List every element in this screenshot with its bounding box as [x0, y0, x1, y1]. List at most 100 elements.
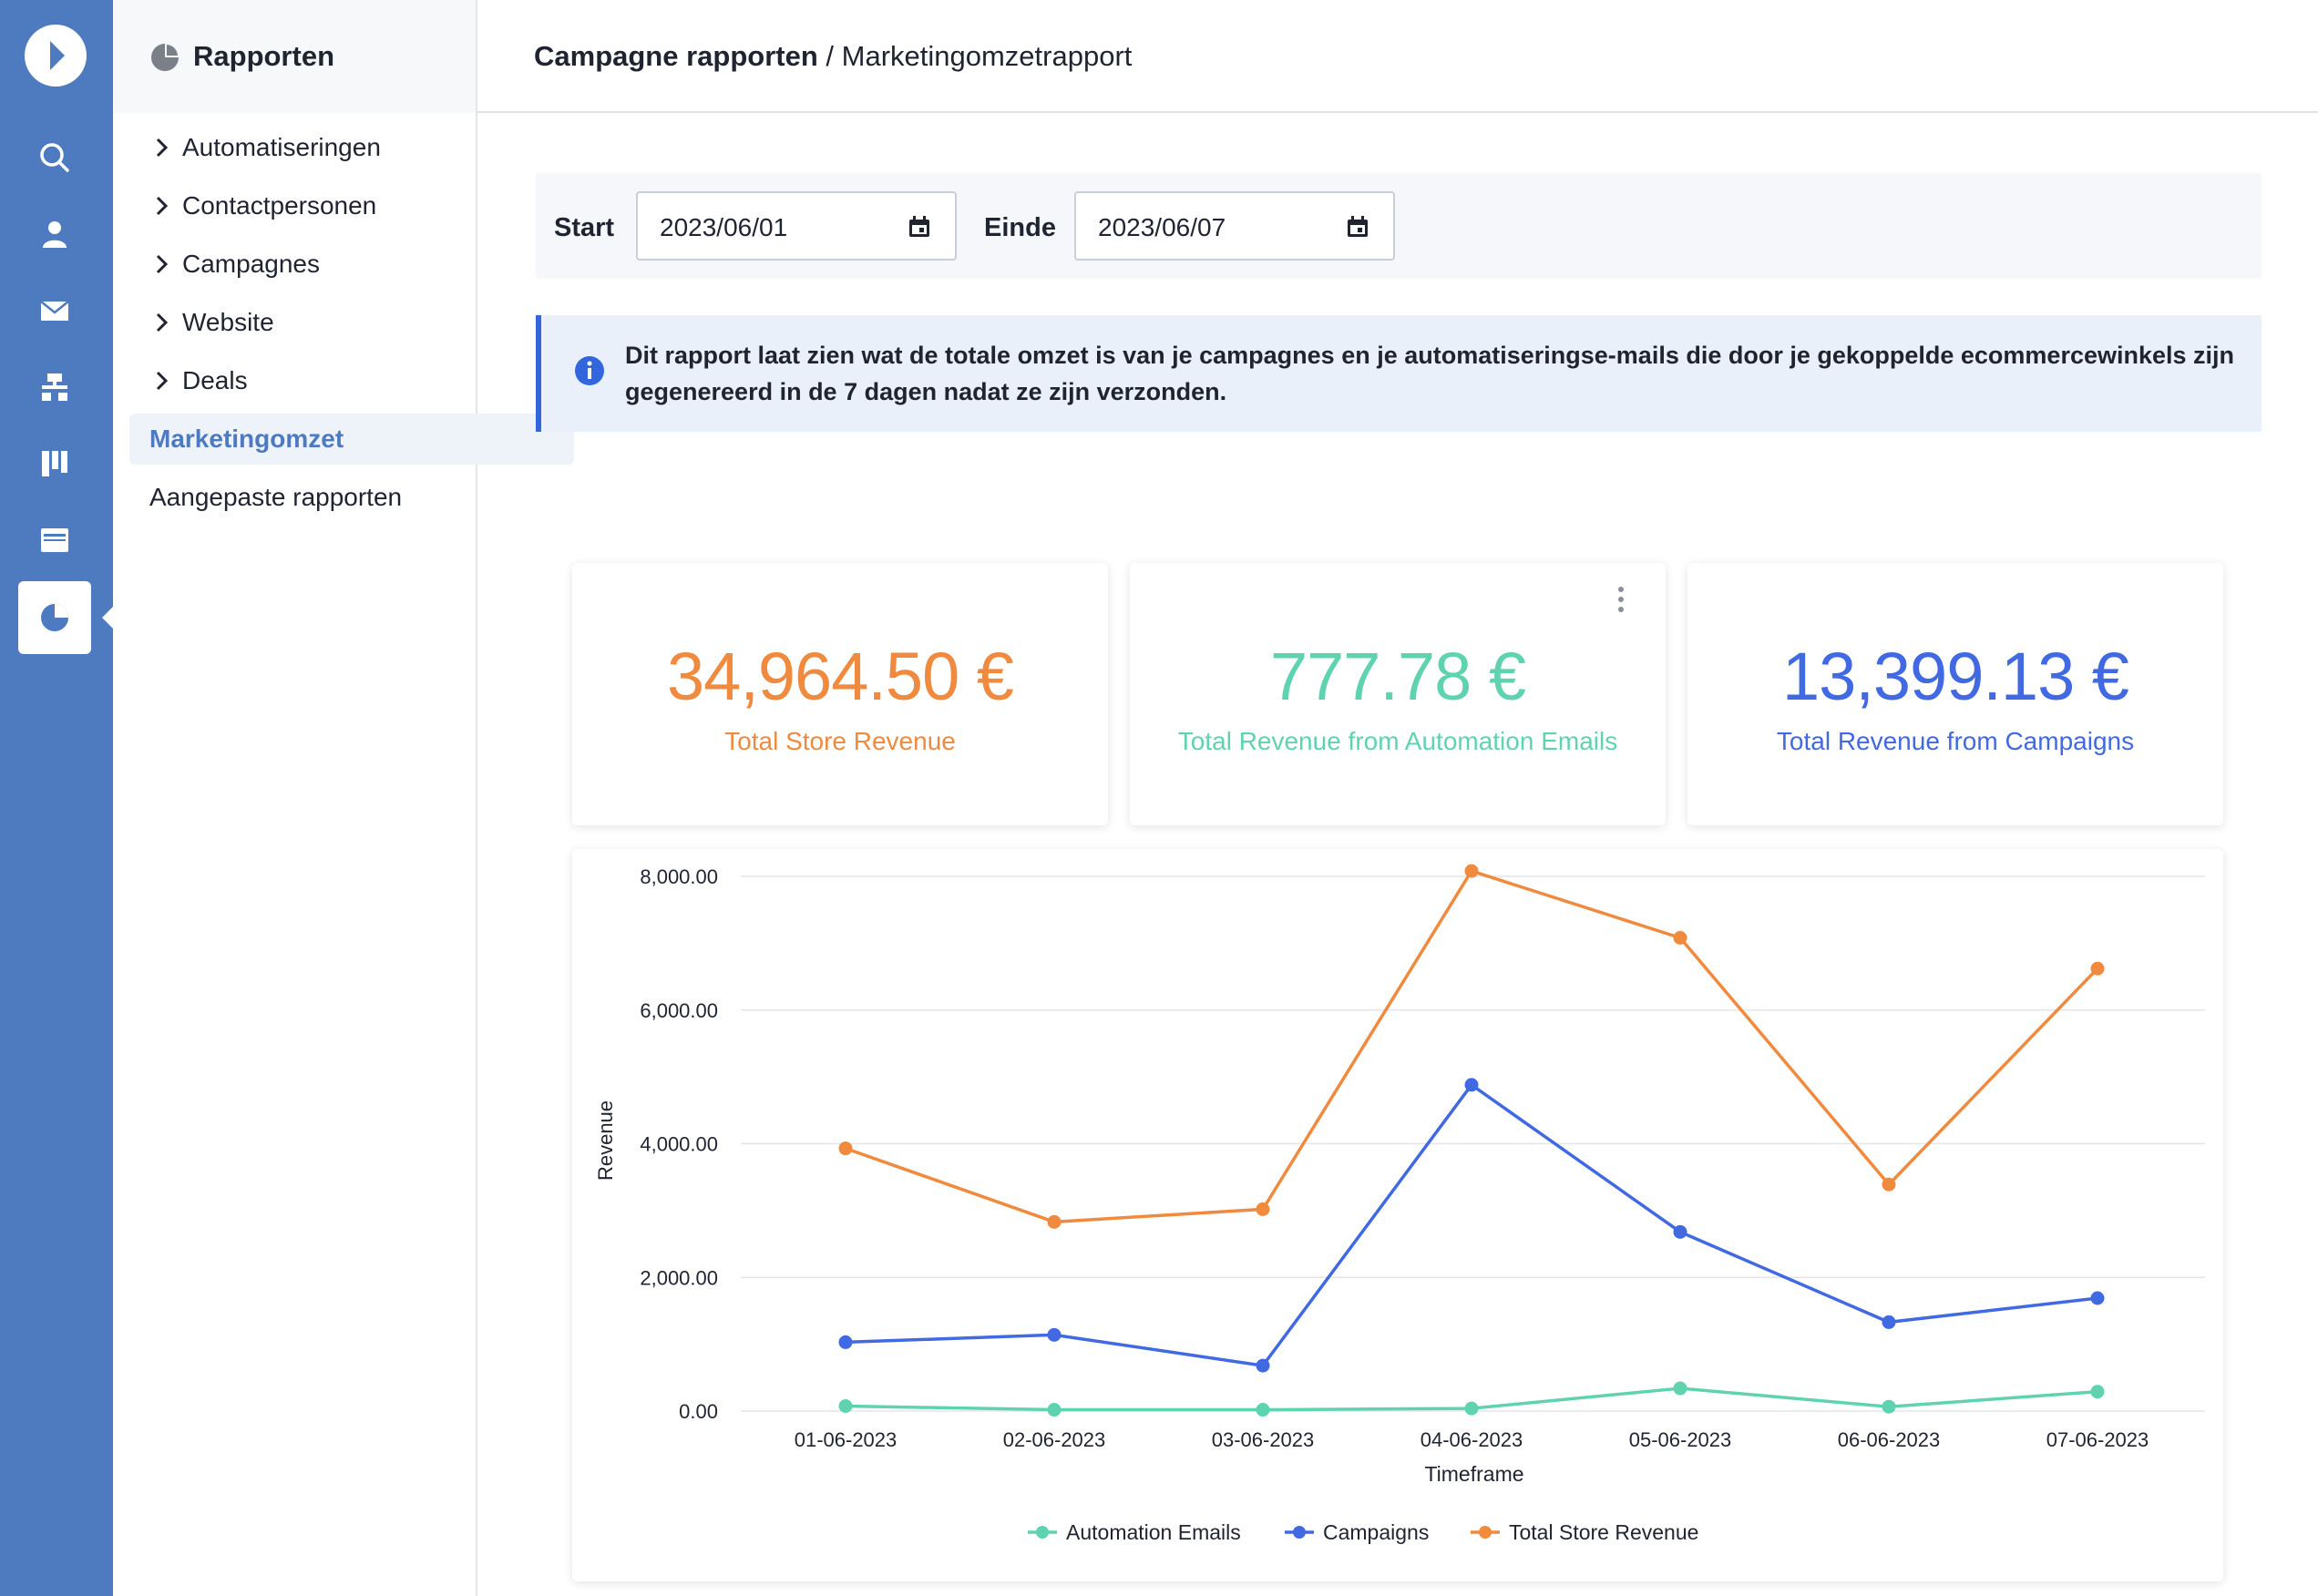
- legend-marker[interactable]: [1479, 1526, 1492, 1539]
- data-point[interactable]: [838, 1141, 853, 1156]
- sidebar-title: Rapporten: [193, 40, 334, 72]
- kpi-value: 34,964.50 €: [667, 639, 1014, 714]
- revenue-line-chart: 0.00 2,000.00 4,000.00 6,000.00 8,000.00 01-…: [594, 864, 2205, 1544]
- info-text: Dit rapport laat zien wat de totale omze…: [625, 342, 2235, 405]
- data-point[interactable]: [1882, 1399, 1896, 1414]
- sidebar-item-label: Deals: [182, 366, 248, 394]
- x-tick-label: 01-06-2023: [795, 1428, 897, 1451]
- data-point[interactable]: [1464, 1078, 1479, 1092]
- kpi-value: 13,399.13 €: [1782, 639, 2129, 714]
- sidebar-item-label: Website: [182, 308, 274, 336]
- breadcrumb-separator: /: [817, 40, 842, 72]
- kpi-label: Total Revenue from Campaigns: [1776, 727, 2135, 755]
- sidebar-item-label: Automatiseringen: [182, 133, 381, 161]
- kpi-card-campaigns: 13,399.13 € Total Revenue from Campaigns: [1687, 563, 2223, 825]
- reports-sidebar: Rapporten Automatiseringen Contactperson…: [113, 0, 574, 1596]
- start-date-label: Start: [554, 213, 615, 242]
- search-icon[interactable]: [29, 132, 80, 183]
- date-filter-bar: Start 2023/06/01 Einde 2023/06/07: [536, 173, 2262, 279]
- mail-icon[interactable]: [29, 285, 80, 336]
- reports-icon: [41, 604, 68, 631]
- kpi-value: 777.78 €: [1269, 639, 1526, 714]
- calendar-icon[interactable]: [1346, 215, 1369, 239]
- data-point[interactable]: [1256, 1403, 1270, 1417]
- data-point[interactable]: [1256, 1358, 1270, 1373]
- start-date-value: 2023/06/01: [660, 213, 788, 241]
- active-indicator: [102, 607, 113, 629]
- kpi-card-total-store-revenue: 34,964.50 € Total Store Revenue: [572, 563, 1108, 825]
- data-point[interactable]: [1673, 931, 1687, 946]
- y-tick-label: 2,000.00: [640, 1266, 718, 1289]
- sidebar-item-label: Marketingomzet: [149, 425, 344, 453]
- revenue-chart-card: 0.00 2,000.00 4,000.00 6,000.00 8,000.00 01-…: [572, 849, 2223, 1581]
- x-tick-label: 07-06-2023: [2046, 1428, 2149, 1451]
- data-point[interactable]: [2090, 1291, 2105, 1305]
- x-tick-label: 03-06-2023: [1212, 1428, 1315, 1451]
- data-point[interactable]: [2090, 1385, 2105, 1399]
- data-point[interactable]: [838, 1398, 853, 1413]
- more-options-icon[interactable]: [1616, 587, 1626, 619]
- data-point[interactable]: [1256, 1202, 1270, 1216]
- data-point[interactable]: [1047, 1327, 1062, 1342]
- breadcrumb-parent-link[interactable]: Campagne rapporten: [534, 40, 818, 72]
- end-date-label: Einde: [984, 213, 1056, 242]
- data-point[interactable]: [1673, 1381, 1687, 1396]
- start-date-field[interactable]: 2023/06/01: [636, 191, 957, 261]
- pie-chart-icon: [151, 44, 179, 71]
- end-date-field[interactable]: 2023/06/07: [1074, 191, 1395, 261]
- logo-icon[interactable]: [25, 25, 87, 87]
- legend-marker[interactable]: [1036, 1526, 1049, 1539]
- sidebar-item-label: Contactpersonen: [182, 191, 377, 220]
- site-icon[interactable]: [29, 515, 80, 566]
- legend-marker[interactable]: [1293, 1526, 1306, 1539]
- sidebar-item-label: Campagnes: [182, 250, 320, 278]
- y-tick-label: 0.00: [679, 1400, 718, 1423]
- data-point[interactable]: [2090, 961, 2105, 976]
- data-point[interactable]: [1882, 1315, 1896, 1329]
- chevron-right-icon: [156, 196, 169, 216]
- legend-label[interactable]: Automation Emails: [1066, 1520, 1241, 1544]
- x-tick-label: 06-06-2023: [1838, 1428, 1941, 1451]
- page-title: Marketingomzetrapport: [841, 40, 1133, 72]
- y-axis-label: Revenue: [594, 1100, 617, 1181]
- x-tick-label: 04-06-2023: [1421, 1428, 1523, 1451]
- legend-label[interactable]: Total Store Revenue: [1509, 1520, 1698, 1544]
- y-tick-label: 4,000.00: [640, 1133, 718, 1156]
- automation-icon[interactable]: [29, 362, 80, 413]
- contacts-icon[interactable]: [29, 209, 80, 260]
- x-tick-label: 02-06-2023: [1003, 1428, 1106, 1451]
- x-tick-label: 05-06-2023: [1629, 1428, 1732, 1451]
- series-line: [845, 1082, 2098, 1367]
- legend-label[interactable]: Campaigns: [1323, 1520, 1429, 1544]
- sidebar-header: Rapporten: [113, 0, 476, 113]
- series-line: [845, 869, 2099, 1224]
- y-tick-label: 6,000.00: [640, 999, 718, 1022]
- data-point[interactable]: [838, 1335, 853, 1349]
- chevron-right-icon: [156, 138, 169, 158]
- data-point[interactable]: [1464, 1401, 1479, 1416]
- sidebar-item-marketingomzet[interactable]: Marketingomzet: [129, 414, 574, 465]
- reports-nav-button[interactable]: [18, 581, 91, 654]
- info-icon: [575, 356, 604, 385]
- sidebar-item-label: Aangepaste rapporten: [149, 483, 403, 511]
- kpi-card-automation-emails: 777.78 € Total Revenue from Automation E…: [1130, 563, 1666, 825]
- y-tick-label: 8,000.00: [640, 865, 718, 888]
- icon-rail: [0, 0, 113, 1596]
- pipeline-icon[interactable]: [29, 438, 80, 489]
- info-banner: Dit rapport laat zien wat de totale omze…: [536, 315, 2262, 432]
- chevron-right-icon: [156, 312, 169, 332]
- kpi-label: Total Revenue from Automation Emails: [1177, 727, 1618, 755]
- kpi-label: Total Store Revenue: [724, 727, 956, 755]
- breadcrumb: Campagne rapporten / Marketingomzetrappo…: [534, 40, 1132, 73]
- data-point[interactable]: [1882, 1177, 1896, 1192]
- calendar-icon[interactable]: [908, 215, 931, 239]
- data-point[interactable]: [1047, 1214, 1062, 1229]
- end-date-value: 2023/06/07: [1098, 213, 1226, 241]
- page-header: Campagne rapporten / Marketingomzetrappo…: [477, 0, 2318, 113]
- data-point[interactable]: [1464, 864, 1479, 878]
- chevron-right-icon: [156, 254, 169, 274]
- chevron-right-icon: [156, 371, 169, 391]
- x-axis-label: Timeframe: [1424, 1462, 1523, 1486]
- data-point[interactable]: [1673, 1224, 1687, 1239]
- data-point[interactable]: [1047, 1403, 1062, 1417]
